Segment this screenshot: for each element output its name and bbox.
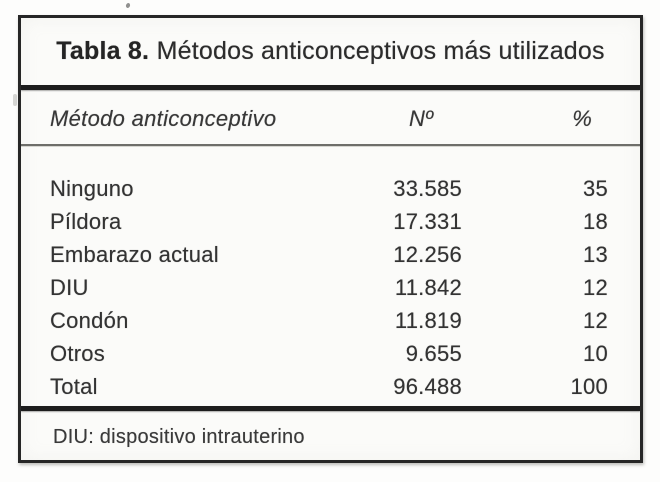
cell-count: 12.256: [393, 242, 462, 267]
table-footnote: DIU: dispositivo intrauterino: [21, 411, 640, 460]
cell-method: Ninguno: [50, 176, 134, 201]
cell-count: 96.488: [393, 374, 462, 399]
table-body: Ninguno 33.585 35 Píldora 17.331 18 Emba…: [21, 146, 640, 406]
table-row: Otros 9.655 10: [50, 337, 608, 370]
cell-count: 9.655: [405, 341, 462, 366]
cell-method: Total: [50, 374, 98, 399]
table-row: Ninguno 33.585 35: [50, 172, 608, 205]
cell-count: 11.819: [394, 308, 462, 333]
scan-smudge: [13, 94, 17, 106]
footnote-text: DIU: dispositivo intrauterino: [53, 426, 305, 448]
cell-percent: 12: [583, 275, 608, 300]
table-frame: Tabla 8. Métodos anticonceptivos más uti…: [18, 15, 643, 463]
cell-percent: 100: [570, 374, 608, 399]
cell-percent: 13: [583, 242, 608, 267]
cell-percent: 18: [583, 209, 608, 234]
cell-method: Píldora: [50, 209, 122, 234]
column-header-method: Método anticonceptivo: [50, 106, 277, 131]
table-row: Total 96.488 100: [50, 370, 608, 403]
cell-count: 17.331: [393, 209, 462, 234]
cell-count: 11.842: [394, 275, 462, 300]
column-header-count: Nº: [409, 106, 433, 131]
cell-method: Otros: [50, 341, 106, 366]
table-row: Condón 11.819 12: [50, 304, 608, 337]
cell-percent: 10: [583, 341, 608, 366]
table-row: DIU 11.842 12: [50, 271, 608, 304]
table-title-text: Métodos anticonceptivos más utilizados: [156, 37, 605, 65]
column-header-percent: %: [572, 106, 592, 131]
table-row: Píldora 17.331 18: [50, 205, 608, 238]
column-header-row: Método anticonceptivo Nº %: [21, 90, 640, 144]
table-row: Embarazo actual 12.256 13: [50, 238, 608, 271]
cell-method: Embarazo actual: [50, 242, 219, 267]
cell-method: DIU: [50, 275, 89, 300]
scan-speck: [125, 2, 131, 9]
table-title: Tabla 8. Métodos anticonceptivos más uti…: [21, 18, 640, 85]
rule-above-footnote: [21, 406, 640, 411]
cell-count: 33.585: [393, 176, 462, 201]
rule-below-header: [21, 144, 640, 146]
rule-below-title: [21, 85, 640, 90]
cell-percent: 12: [583, 308, 608, 333]
cell-method: Condón: [50, 308, 129, 333]
cell-percent: 35: [583, 176, 608, 201]
table-title-number: Tabla 8.: [56, 37, 150, 65]
